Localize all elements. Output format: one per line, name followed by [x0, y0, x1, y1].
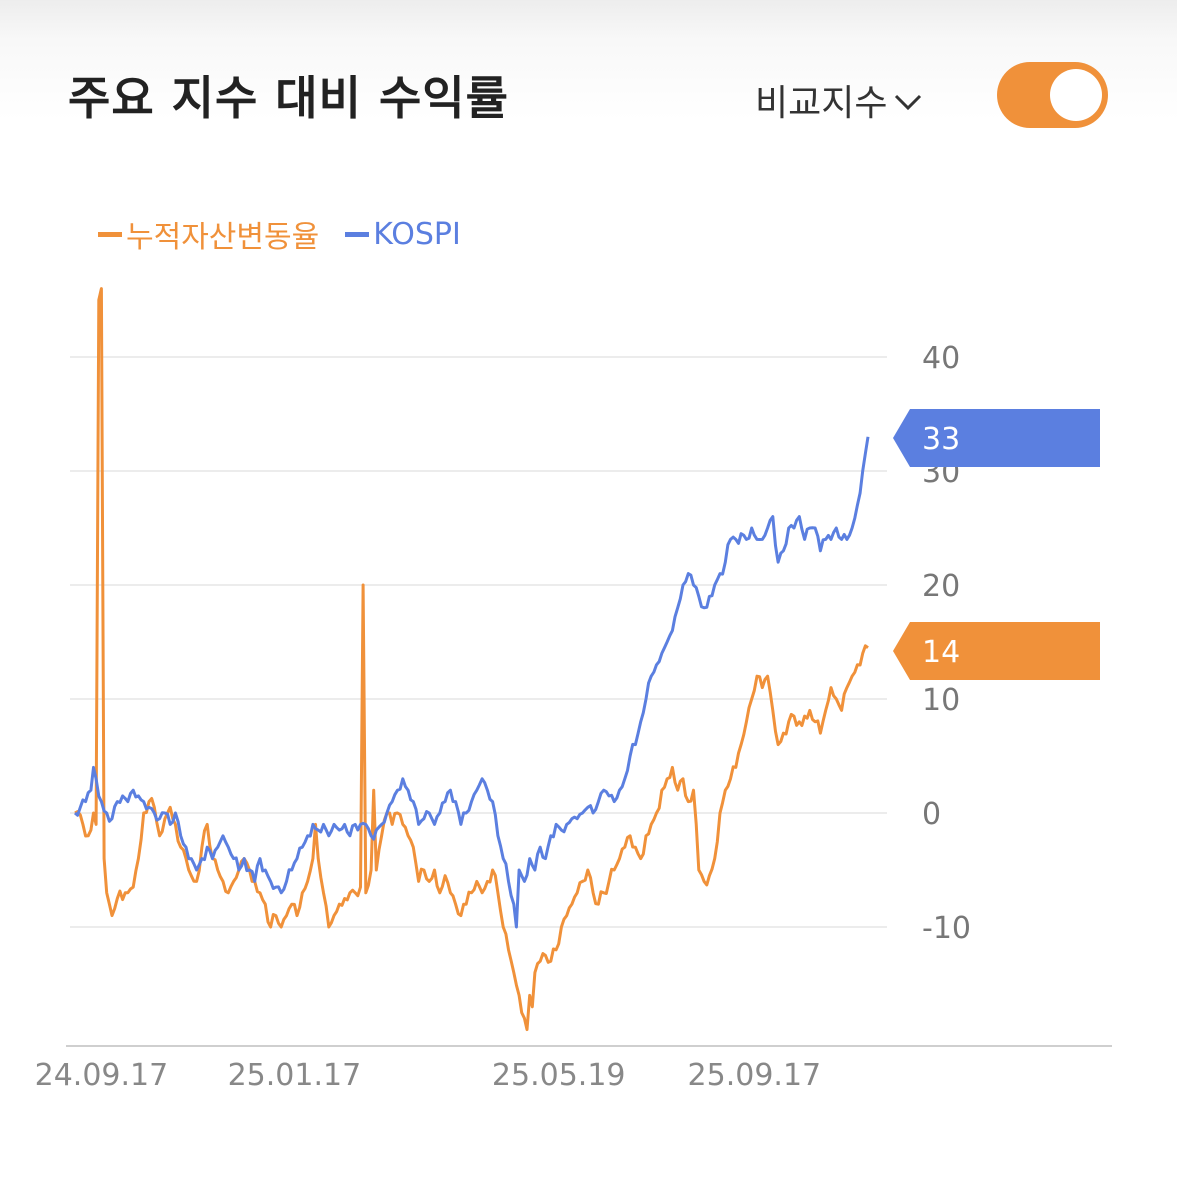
y-tick-label-4: 0	[922, 797, 941, 832]
y-tick-label-2: 20	[922, 569, 960, 604]
compare-index-dropdown[interactable]: 비교지수	[755, 74, 923, 126]
legend-label-kospi: KOSPI	[373, 216, 461, 252]
legend-swatch-asset	[98, 231, 122, 237]
compare-index-label: 비교지수	[755, 83, 888, 124]
toggle-knob	[1050, 69, 1102, 121]
y-tick-label-5: -10	[922, 911, 971, 946]
compare-toggle[interactable]	[997, 62, 1108, 128]
series-line-kospi	[74, 436, 870, 929]
legend-item-kospi: KOSPI	[345, 212, 461, 256]
y-tick-label-0: 40	[922, 341, 960, 376]
legend-item-asset: 누적자산변동율	[98, 212, 319, 256]
chart-legend: 누적자산변동율 KOSPI	[98, 212, 461, 256]
value-badge-label-asset: 14	[922, 635, 960, 670]
legend-swatch-kospi	[345, 231, 370, 237]
chevron-down-icon	[895, 94, 922, 111]
x-tick-label-0: 24.09.17	[35, 1058, 169, 1093]
value-badge-kospi	[893, 409, 1100, 467]
page-title: 주요 지수 대비 수익률	[68, 71, 509, 125]
legend-label-asset: 누적자산변동율	[126, 220, 320, 255]
x-tick-label-2: 25.05.19	[492, 1058, 626, 1093]
x-tick-label-1: 25.01.17	[228, 1058, 362, 1093]
value-badge-label-kospi: 33	[922, 422, 960, 457]
x-tick-label-3: 25.09.17	[688, 1058, 822, 1093]
value-badge-asset	[893, 622, 1100, 680]
series-line-asset	[74, 287, 869, 1032]
y-tick-label-3: 10	[922, 683, 960, 718]
